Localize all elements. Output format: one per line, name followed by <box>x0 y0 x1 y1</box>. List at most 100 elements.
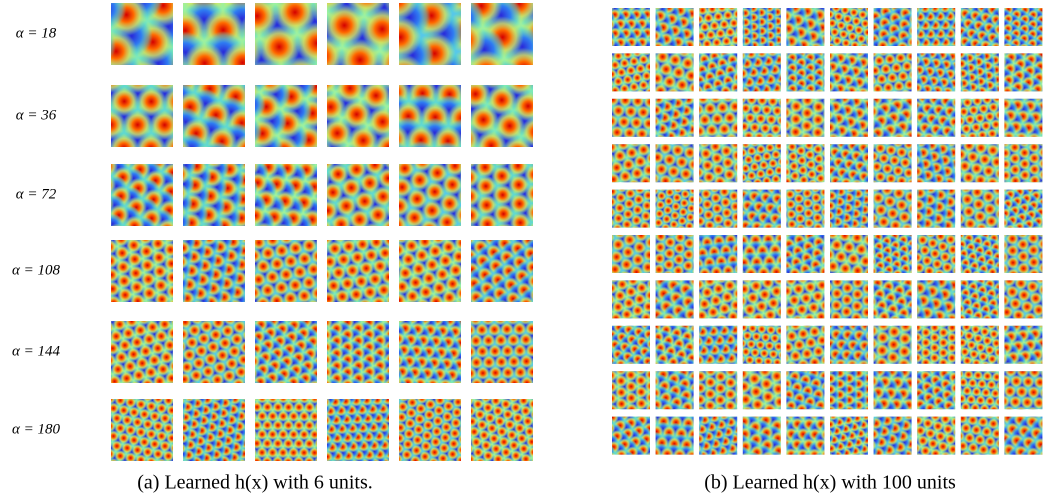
blob <box>994 24 1006 36</box>
blob <box>109 303 123 317</box>
blob <box>402 302 417 317</box>
blob <box>234 365 248 379</box>
blob <box>156 458 168 470</box>
blob <box>363 378 377 392</box>
blob <box>531 301 546 316</box>
blob <box>513 146 534 167</box>
blob <box>154 387 166 399</box>
blob <box>911 82 922 93</box>
blob <box>748 0 758 4</box>
blob <box>541 173 562 194</box>
heatmap-tile <box>378 219 483 331</box>
blob <box>650 71 664 85</box>
blob <box>497 0 539 2</box>
blob <box>524 145 545 166</box>
blob <box>262 389 274 401</box>
blob <box>97 384 111 398</box>
blob <box>421 467 433 479</box>
blob <box>167 298 182 313</box>
blob <box>413 377 427 391</box>
blob <box>135 454 147 466</box>
blob <box>306 262 321 277</box>
heatmap-tile <box>89 220 198 329</box>
blob <box>461 79 491 109</box>
blob <box>913 0 926 9</box>
blob <box>872 83 884 95</box>
blob <box>651 41 664 54</box>
blob <box>113 317 127 331</box>
blob <box>187 381 201 395</box>
blob <box>341 378 355 392</box>
blob <box>652 93 664 105</box>
blob <box>221 387 233 399</box>
blob <box>529 143 559 173</box>
blob <box>251 387 265 401</box>
blob <box>507 305 522 320</box>
blob <box>1044 29 1053 40</box>
blob <box>97 456 109 468</box>
blob <box>247 304 261 318</box>
blob <box>128 302 142 316</box>
blob <box>462 395 474 407</box>
blob <box>182 386 196 400</box>
blob <box>176 308 190 322</box>
blob <box>740 0 750 9</box>
blob <box>136 133 166 163</box>
blob <box>205 389 217 401</box>
heatmap-tile <box>383 384 479 483</box>
blob <box>452 396 464 408</box>
blob <box>534 237 549 252</box>
blob <box>386 227 401 242</box>
blob <box>597 71 608 82</box>
blob <box>534 294 549 309</box>
blob <box>1041 90 1053 103</box>
blob <box>450 309 464 323</box>
blob <box>407 224 422 239</box>
blob <box>296 384 310 398</box>
blob <box>855 1 865 11</box>
blob <box>240 144 261 165</box>
blob <box>161 382 175 396</box>
blob <box>97 428 109 440</box>
blob <box>1042 49 1053 62</box>
blob <box>871 0 881 7</box>
blob <box>601 93 612 104</box>
blob <box>271 301 286 316</box>
blob <box>337 305 352 320</box>
blob <box>365 301 380 316</box>
blob <box>409 466 421 478</box>
blob <box>438 378 452 392</box>
heatmap-tile <box>162 382 260 477</box>
blob <box>93 289 108 304</box>
blob <box>302 302 316 316</box>
blob <box>89 375 103 389</box>
blob <box>772 0 782 8</box>
blob <box>304 383 316 395</box>
blob <box>90 330 104 344</box>
blob <box>98 450 110 462</box>
blob <box>257 304 272 319</box>
blob <box>242 224 257 239</box>
blob <box>506 461 518 473</box>
blob <box>955 49 966 60</box>
blob <box>425 308 440 323</box>
blob <box>494 300 509 315</box>
heatmap-tile <box>374 302 480 405</box>
blob <box>282 456 294 468</box>
blob <box>321 433 333 445</box>
blob <box>104 308 118 322</box>
blob <box>255 296 270 311</box>
blob <box>1041 24 1052 35</box>
blob <box>321 291 336 306</box>
blob <box>451 407 463 419</box>
blob <box>215 225 230 240</box>
blob <box>526 202 547 223</box>
blob <box>359 309 373 323</box>
blob <box>957 68 968 79</box>
blob <box>90 247 105 262</box>
blob <box>1041 34 1052 45</box>
blob <box>391 293 406 308</box>
blob <box>249 380 263 394</box>
blob <box>58 40 100 82</box>
blob <box>173 424 185 436</box>
